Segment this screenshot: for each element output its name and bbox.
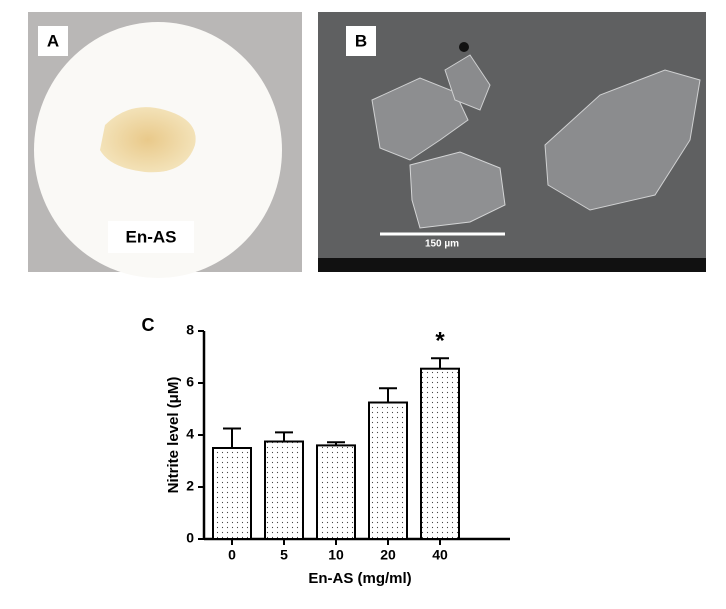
y-tick-label: 8 (186, 322, 194, 338)
x-tick-label: 0 (228, 547, 236, 563)
x-tick-label: 20 (380, 547, 396, 563)
y-tick-label: 4 (186, 426, 194, 442)
panel-a: A En-AS (28, 12, 302, 278)
y-axis-label: Nitrite level (μM) (165, 377, 182, 494)
significance: * (435, 328, 445, 355)
chart: C Nitrite level (μM) En-AS (mg/ml) (142, 315, 412, 587)
caption: En-AS (126, 227, 177, 246)
panel-label: B (355, 31, 367, 50)
error-bar (223, 427, 241, 448)
pore (459, 42, 469, 52)
panel-label: A (47, 31, 59, 50)
y-tick-label: 0 (186, 530, 194, 546)
powder (100, 107, 196, 173)
flake (544, 69, 701, 211)
x-tick-label: 5 (280, 547, 288, 563)
panel-b: B 150 µm (318, 12, 706, 272)
error-bar (431, 357, 449, 369)
y-tick-label: 2 (186, 478, 194, 494)
bar (212, 447, 252, 540)
scale-label: 150 µm (425, 239, 459, 250)
info-bar (318, 258, 706, 272)
panel-label: C (142, 315, 155, 335)
x-tick-label: 40 (432, 547, 448, 563)
bar (316, 444, 356, 540)
error-bar (275, 431, 293, 442)
error-bar (379, 387, 397, 403)
flake (371, 77, 469, 161)
caption-box (108, 221, 194, 253)
flake (409, 151, 506, 229)
flake (444, 54, 491, 111)
x-tick-label: 10 (328, 547, 344, 563)
label-box (38, 26, 68, 56)
label-box (346, 26, 376, 56)
bar (368, 401, 408, 540)
x-axis-label: En-AS (mg/ml) (308, 570, 411, 587)
y-tick-label: 6 (186, 374, 194, 390)
bar (420, 367, 460, 541)
bar (264, 440, 304, 540)
